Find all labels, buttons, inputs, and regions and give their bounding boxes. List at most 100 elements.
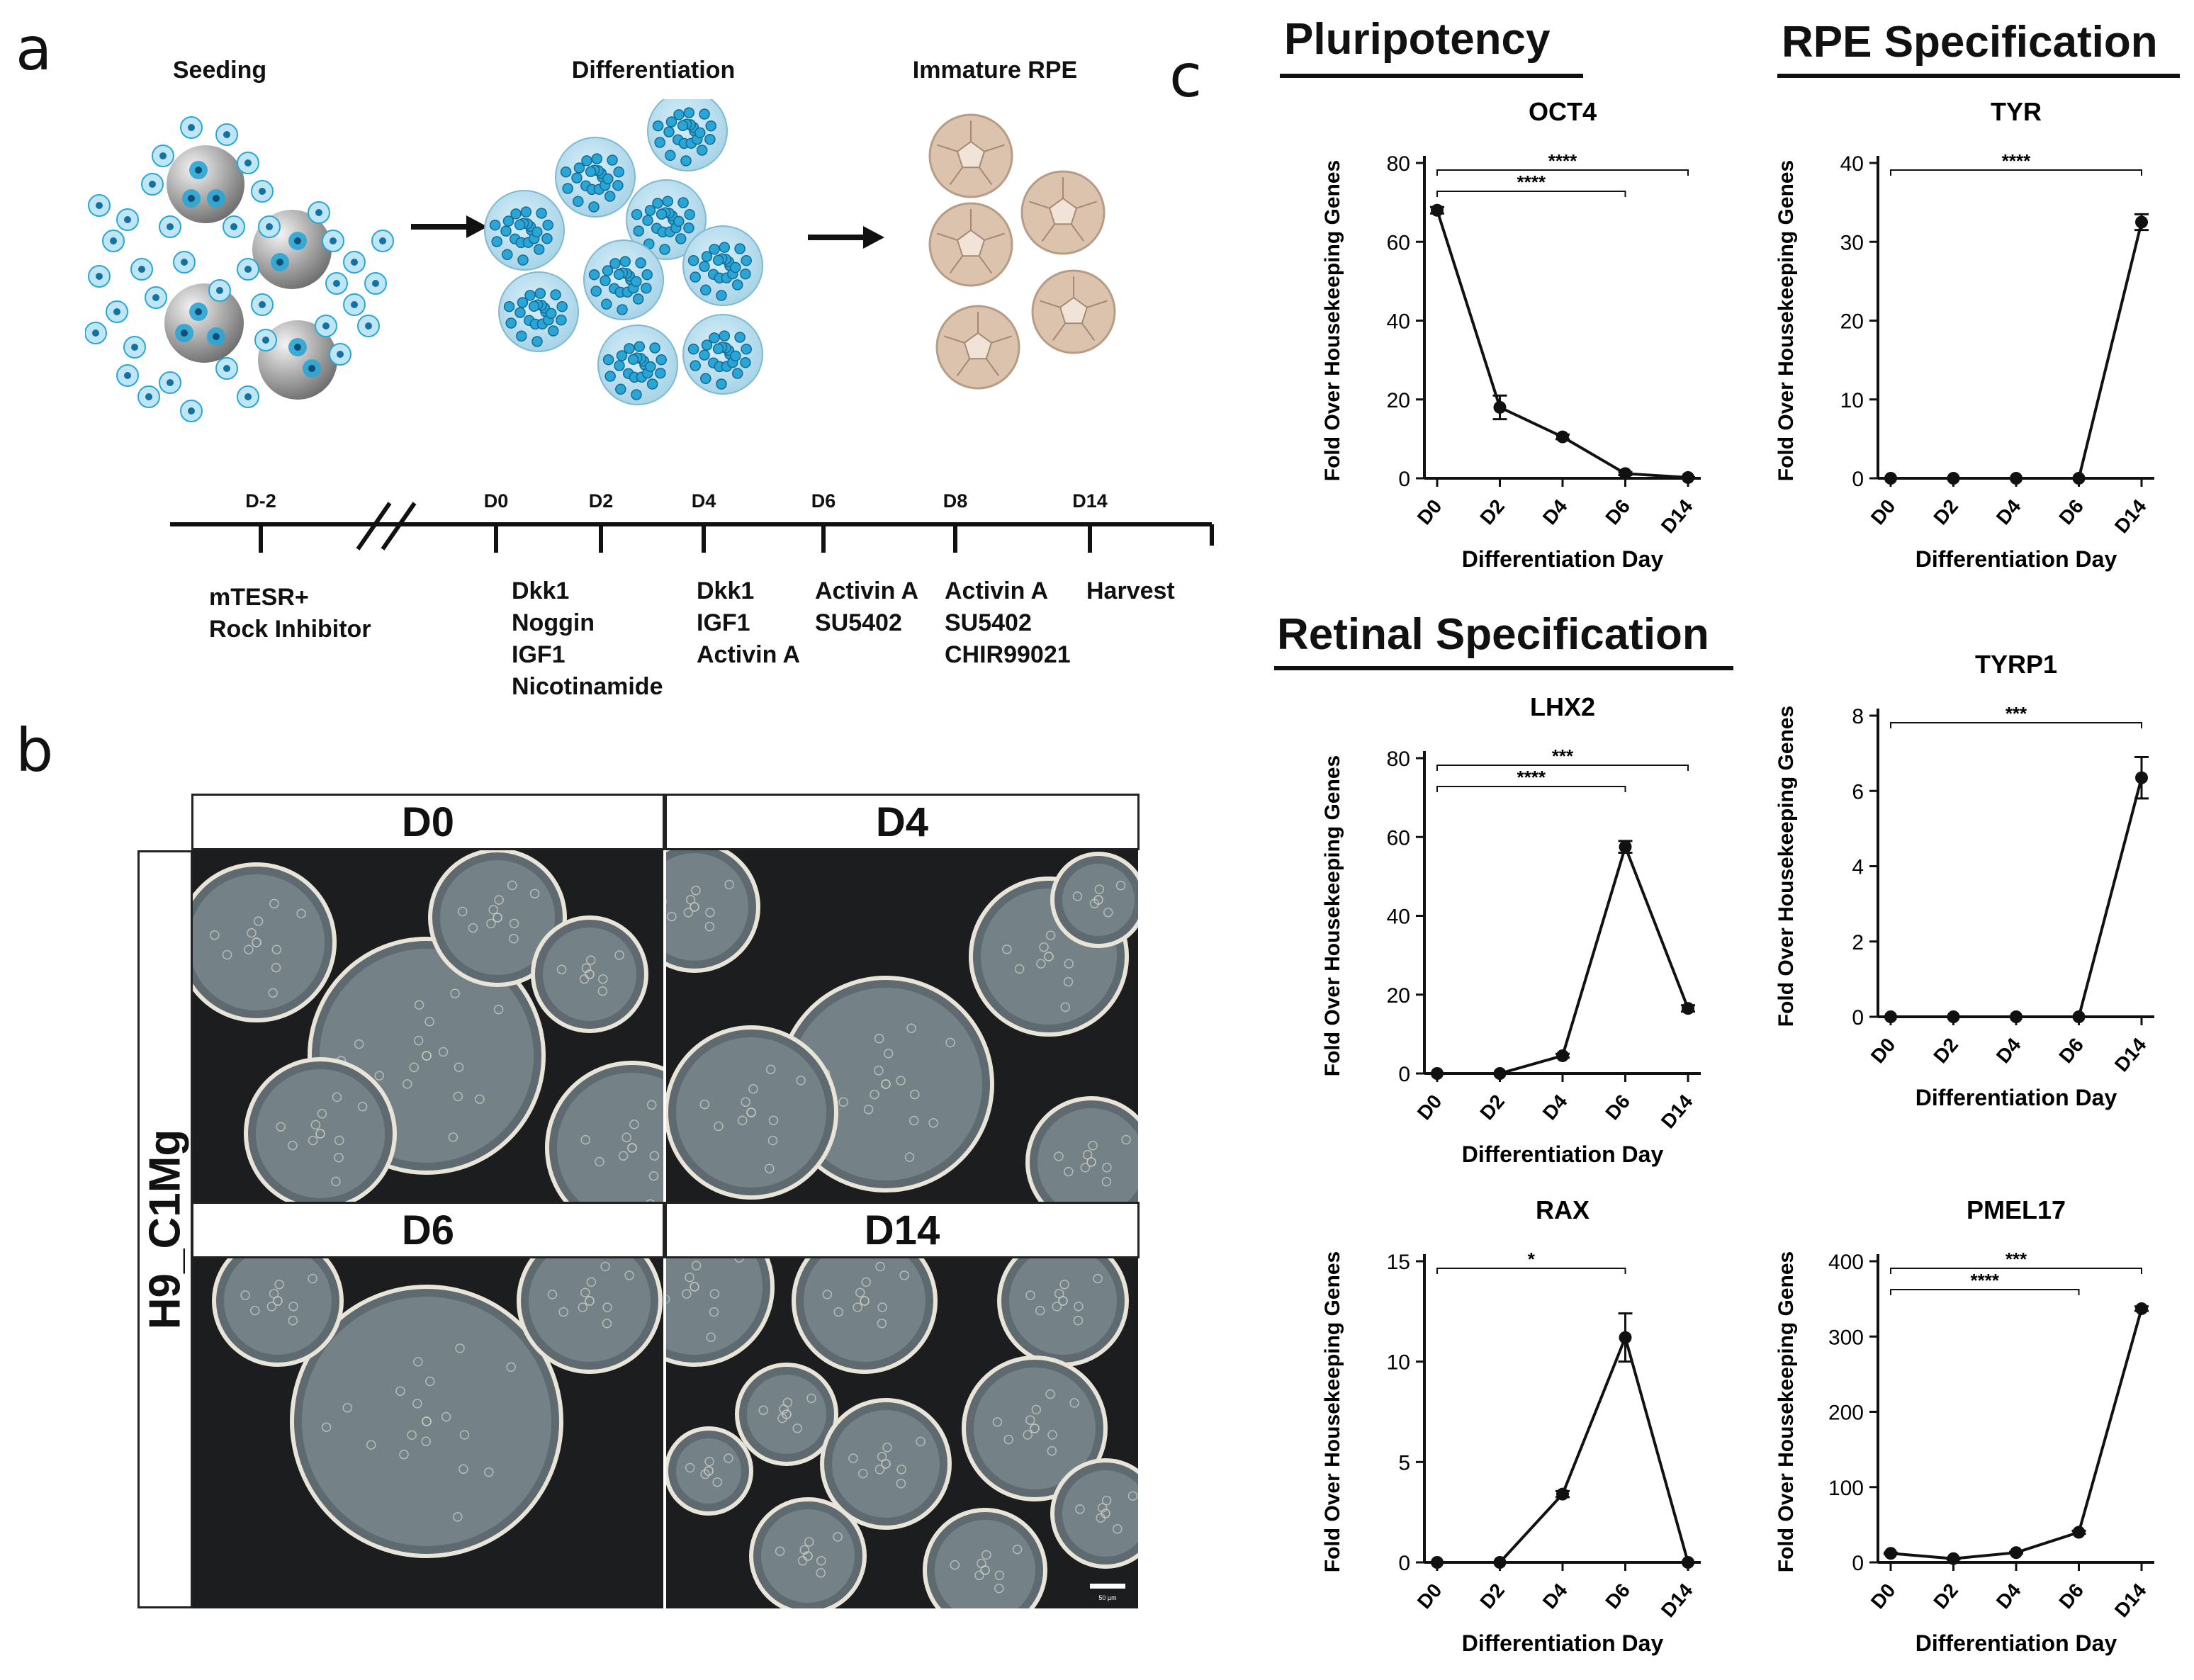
cell-texture [374, 1071, 384, 1081]
cell-texture [273, 1296, 283, 1306]
microcarrier-bead [167, 145, 244, 223]
aggregate-cell [614, 360, 625, 371]
aggregate-cell [731, 279, 743, 291]
cell-texture [448, 1132, 459, 1142]
x-tick-label: D4 [1992, 495, 2025, 529]
data-point [1884, 1010, 1897, 1023]
cell-texture [896, 1465, 906, 1475]
cell-texture [334, 1135, 344, 1146]
aggregate-cell [690, 271, 701, 283]
cell-texture [618, 1151, 629, 1161]
cell-texture [240, 1290, 250, 1300]
y-tick-label: 200 [1828, 1402, 1864, 1425]
micrograph-d4 [666, 850, 1138, 1202]
cell-texture [413, 1035, 424, 1046]
significance-label: *** [2005, 703, 2027, 724]
aggregate-cell [619, 256, 631, 267]
cell-texture [334, 1152, 344, 1163]
y-axis-label: Fold Over Housekeeping Genes [1321, 1251, 1344, 1572]
data-point [1556, 1049, 1569, 1062]
organoid-interior [1037, 1108, 1138, 1202]
x-axis-label: Differentiation Day [1462, 1630, 1664, 1656]
cell-texture [455, 1343, 465, 1353]
aggregate-cell [505, 317, 517, 329]
aggregate-cell [502, 249, 513, 261]
y-tick-label: 60 [1387, 826, 1410, 850]
aggregate-cell [699, 108, 710, 120]
aggregate-cell [644, 205, 656, 216]
cell-nucleus [167, 223, 174, 230]
cell-texture [1073, 1315, 1084, 1326]
cell-nucleus [152, 294, 159, 301]
aggregate-cell [645, 361, 656, 373]
cell-texture [1064, 1166, 1074, 1177]
rpe-cell-edge [1086, 300, 1108, 308]
cell-texture [1025, 1415, 1035, 1425]
cell-texture [833, 1307, 843, 1317]
data-point [1682, 470, 1694, 484]
chart-tyrp1: TYRP1 0 2 4 6 8 D0 D2 D4 D6 D14 Differentiation Day… [1774, 650, 2154, 1110]
cell-texture [1025, 1290, 1035, 1300]
data-point [1431, 1067, 1444, 1080]
cell-nucleus [213, 195, 220, 202]
organoid-interior [804, 1258, 926, 1362]
section-title-retinal: Retinal Specification [1277, 610, 1709, 659]
cell-texture [454, 1062, 464, 1072]
cell-texture [468, 923, 478, 933]
cell-texture [1064, 959, 1074, 969]
cell-texture [870, 1089, 879, 1100]
cell-texture [580, 1134, 591, 1145]
scale-bar [1090, 1584, 1125, 1589]
cell-texture [685, 1462, 695, 1473]
aggregate-cell [646, 378, 658, 390]
cell-texture [875, 1261, 885, 1272]
aggregate-cell [600, 275, 611, 286]
cell-texture [704, 1466, 714, 1476]
aggregate-cell [694, 127, 706, 139]
cell-texture [629, 1120, 639, 1129]
cell-texture [646, 1100, 657, 1110]
aggregate-cell [740, 356, 751, 368]
x-axis-label: Differentiation Day [1462, 546, 1664, 572]
aggregate-cell [500, 225, 512, 237]
cell-texture [579, 974, 590, 984]
cell-texture [1031, 1404, 1042, 1415]
micrograph-d14: 50 µm [666, 1258, 1138, 1608]
cell-texture [775, 1546, 785, 1556]
cell-texture [529, 889, 540, 898]
y-tick-label: 30 [1840, 231, 1864, 254]
cell-texture [874, 1033, 884, 1044]
cell-texture [1023, 1430, 1033, 1440]
aggregate-cell [585, 166, 597, 178]
cell-texture [1069, 1398, 1079, 1408]
data-point [1493, 1556, 1507, 1569]
data-point [1493, 400, 1507, 414]
cell-texture [413, 1357, 423, 1367]
significance-label: **** [2002, 150, 2031, 171]
aggregate-cell [709, 244, 720, 255]
x-tick-label: D14 [1657, 1090, 1697, 1133]
cell-texture [493, 1004, 504, 1015]
aggregate-cell [649, 342, 660, 354]
cell-texture [1054, 1288, 1064, 1299]
x-tick-label: D6 [1601, 1090, 1634, 1124]
cell-texture [1093, 1273, 1103, 1284]
aggregate-cell [556, 300, 568, 312]
significance-label: *** [1552, 745, 1574, 767]
cell-nucleus [195, 308, 202, 315]
cell-texture [296, 908, 306, 919]
cell-texture [624, 1270, 634, 1280]
cell-texture [816, 1568, 826, 1578]
cell-texture [459, 1430, 470, 1440]
cell-texture [600, 1261, 610, 1272]
cell-nucleus [244, 266, 252, 273]
x-tick-label: D0 [1413, 1579, 1446, 1613]
step-label-seeding: Seeding [172, 57, 267, 84]
cell-texture [556, 964, 567, 974]
cell-nucleus [145, 393, 152, 400]
aggregate-cell [704, 133, 716, 145]
aggregate-cell [659, 244, 670, 255]
cell-texture [268, 988, 278, 998]
cell-texture [1035, 1305, 1045, 1316]
aggregate-cell [517, 297, 529, 308]
